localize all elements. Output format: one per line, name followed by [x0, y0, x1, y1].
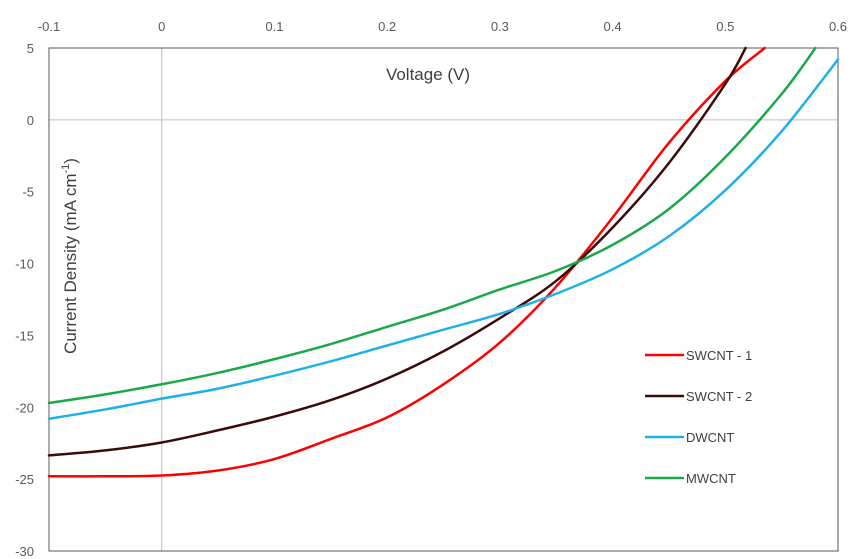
series-line-2 [47, 46, 747, 457]
series-line-3 [47, 58, 840, 421]
zero-gridlines [49, 48, 838, 551]
series-lines [47, 46, 840, 478]
legend-label: DWCNT [686, 430, 734, 445]
y-tick-label: -25 [15, 472, 34, 487]
y-tick-label: -5 [22, 185, 34, 200]
x-tick-label: 0.1 [265, 19, 283, 34]
x-tick-label: 0.3 [491, 19, 509, 34]
legend-label: SWCNT - 2 [686, 389, 752, 404]
y-tick-label: -20 [15, 400, 34, 415]
y-axis-title-close: ) [61, 158, 80, 164]
y-axis-title: Current Density (mA cm-1) [60, 158, 80, 354]
y-tick-label: 5 [27, 41, 34, 56]
legend-label: SWCNT - 1 [686, 348, 752, 363]
y-tick-label: 0 [27, 113, 34, 128]
x-tick-label: 0.4 [604, 19, 622, 34]
x-tick-label: 0 [158, 19, 165, 34]
x-tick-label: 0.6 [829, 19, 847, 34]
y-axis-title-main: Current Density (mA cm [61, 174, 80, 354]
legend: SWCNT - 1 SWCNT - 2 DWCNT MWCNT [645, 348, 752, 486]
y-axis-title-superscript: -1 [60, 164, 72, 174]
y-tick-label: -15 [15, 328, 34, 343]
series-line-1 [47, 46, 766, 478]
plot-area-frame [48, 47, 839, 552]
series-line-4 [47, 46, 817, 405]
x-tick-label: -0.1 [38, 19, 60, 34]
y-tick-label: -30 [15, 544, 34, 559]
x-axis-title: Voltage (V) [386, 65, 470, 84]
x-tick-label: 0.2 [378, 19, 396, 34]
y-tick-label: -10 [15, 257, 34, 272]
x-axis-tick-labels: -0.1 0 0.1 0.2 0.3 0.4 0.5 0.6 [38, 19, 847, 34]
x-tick-label: 0.5 [716, 19, 734, 34]
y-axis-tick-labels: 5 0 -5 -10 -15 -20 -25 -30 [15, 41, 34, 559]
legend-label: MWCNT [686, 471, 736, 486]
